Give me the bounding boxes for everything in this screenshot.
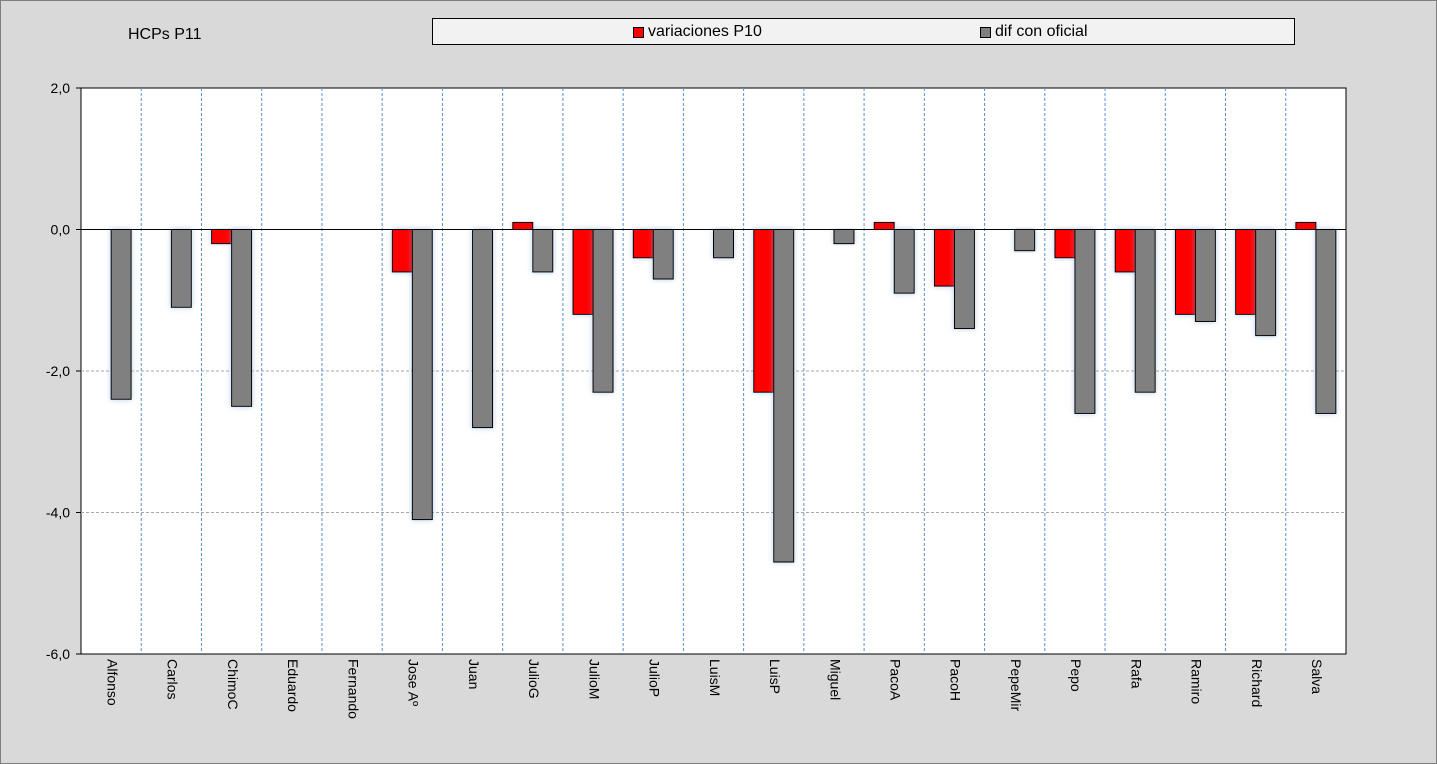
y-tick-label: 2,0 <box>51 80 71 96</box>
bar-dif-alfonso <box>110 229 132 400</box>
bar-dif-miguel <box>833 229 855 245</box>
bar-variaciones-pacoh <box>933 229 955 287</box>
x-tick-label: JulioP <box>647 659 663 697</box>
y-tick-label: -4,0 <box>46 505 70 521</box>
x-tick-label: Ramiro <box>1189 659 1205 704</box>
y-tick-label: -2,0 <box>46 363 70 379</box>
x-tick-label: Carlos <box>165 659 181 699</box>
bar-dif-luism <box>713 229 734 259</box>
x-tick-label: Juan <box>466 659 482 689</box>
x-tick-label: Richard <box>1249 659 1265 707</box>
bar-dif-juan <box>472 229 494 429</box>
bar-dif-ramiro <box>1194 229 1216 322</box>
legend-item-dif: dif con oficial <box>980 23 1088 41</box>
x-tick-label: Pepo <box>1068 659 1084 692</box>
bar-variaciones-richard <box>1235 229 1257 315</box>
x-tick-label: PepeMir <box>1008 659 1024 711</box>
x-tick-label: Salva <box>1309 659 1325 694</box>
bar-dif-pepo <box>1074 229 1096 414</box>
x-tick-label: JulioG <box>526 659 542 699</box>
bar-variaciones-luisp <box>753 229 775 393</box>
x-tick-label: JulioM <box>586 659 602 699</box>
bar-dif-rafa <box>1134 229 1156 393</box>
bar-variaciones-pacoa <box>873 221 895 231</box>
x-tick-label: LuisM <box>707 659 723 696</box>
x-tick-label: PacoH <box>948 659 964 701</box>
legend-swatch-variaciones <box>633 26 644 38</box>
bar-dif-carlos <box>170 229 192 308</box>
x-tick-label: PacoA <box>888 659 904 701</box>
x-tick-label: Miguel <box>827 659 843 700</box>
legend-item-variaciones: variaciones P10 <box>633 23 762 41</box>
bar-dif-salva <box>1315 229 1337 414</box>
bar-variaciones-pepo <box>1054 229 1076 259</box>
x-tick-label: Alfonso <box>104 659 120 706</box>
bar-variaciones-chimoc <box>211 229 233 245</box>
bar-variaciones-rafa <box>1114 229 1136 273</box>
bar-dif-pacoh <box>953 229 975 330</box>
bar-dif-pacoa <box>893 229 915 294</box>
bar-dif-josea <box>411 229 433 521</box>
bar-variaciones-josea <box>391 229 413 273</box>
bar-variaciones-juliop <box>632 229 654 259</box>
bar-variaciones-salva <box>1295 221 1317 231</box>
x-tick-label: Fernando <box>345 659 361 719</box>
x-tick-label: Eduardo <box>285 659 301 712</box>
bar-dif-juliop <box>652 229 674 280</box>
bar-dif-juliog <box>532 229 554 273</box>
bar-dif-juliom <box>592 229 614 393</box>
legend-swatch-dif <box>980 26 991 38</box>
x-tick-label: LuisP <box>767 659 783 694</box>
bar-dif-pepemir <box>1014 229 1036 252</box>
x-tick-label: Rafa <box>1128 659 1144 689</box>
bar-dif-chimoc <box>231 229 253 407</box>
bar-variaciones-juliom <box>572 229 594 315</box>
y-tick-label: 0,0 <box>51 222 71 238</box>
legend-label-dif: dif con oficial <box>995 23 1088 40</box>
bar-variaciones-ramiro <box>1174 229 1196 315</box>
bar-dif-richard <box>1255 229 1277 337</box>
x-tick-label: Jose Aº <box>406 659 422 706</box>
bar-dif-luisp <box>773 229 795 563</box>
x-tick-label: ChimoC <box>225 659 241 710</box>
legend: variaciones P10 dif con oficial <box>432 18 1295 45</box>
bar-variaciones-juliog <box>512 221 534 231</box>
chart-title: HCPs P11 <box>128 26 202 43</box>
legend-label-variaciones: variaciones P10 <box>648 23 762 40</box>
y-tick-label: -6,0 <box>46 646 70 662</box>
